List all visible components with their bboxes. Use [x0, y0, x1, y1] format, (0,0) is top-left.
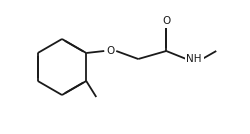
- Text: NH: NH: [186, 54, 202, 64]
- Text: O: O: [162, 16, 170, 26]
- Text: O: O: [106, 46, 114, 56]
